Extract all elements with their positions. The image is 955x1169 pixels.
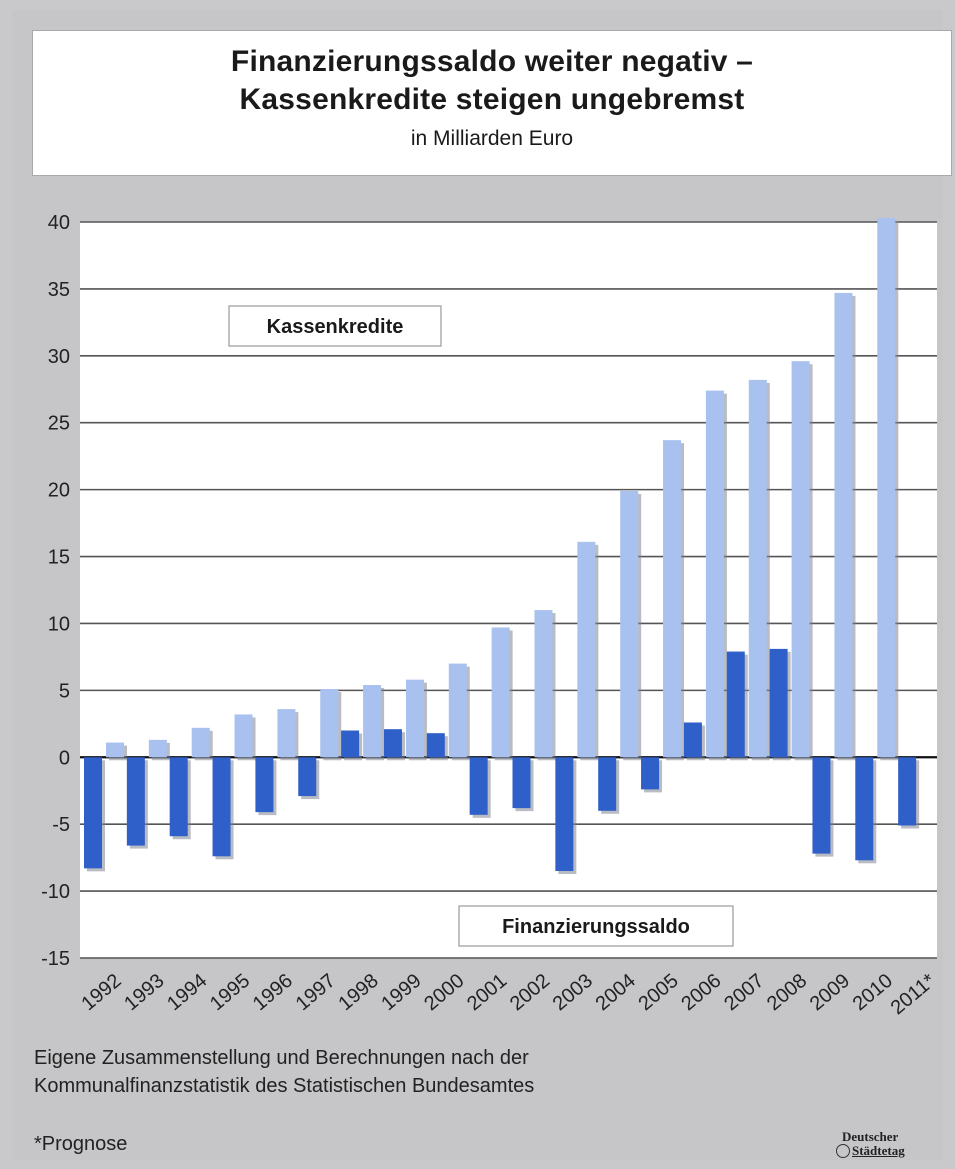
- y-tick-label: 5: [59, 680, 70, 702]
- x-tick-label: 1994: [163, 970, 211, 1015]
- x-tick-label: 2003: [549, 970, 597, 1015]
- y-tick-label: 40: [48, 212, 70, 234]
- bar-finanzierungssaldo: [298, 757, 317, 797]
- legend-box: [228, 305, 442, 347]
- bar-finanzierungssaldo: [126, 757, 145, 846]
- bar-kassenkredite: [620, 490, 639, 758]
- bar-finanzierungssaldo: [212, 757, 231, 857]
- source-note-line-2: Kommunalfinanzstatistik des Statistische…: [34, 1075, 535, 1097]
- bar-finanzierungssaldo: [341, 730, 360, 758]
- x-tick-label: 2010: [849, 970, 897, 1015]
- x-tick-label: 2000: [420, 970, 468, 1015]
- bar-kassenkredite: [106, 742, 124, 758]
- bar-kassenkredite: [491, 627, 510, 758]
- x-tick-label: 1993: [120, 970, 168, 1015]
- y-tick-label: 35: [48, 279, 70, 301]
- chart-title-line-1: Finanzierungssaldo weiter negativ –: [230, 45, 754, 78]
- y-tick-label: -15: [41, 948, 70, 970]
- legend-label: Finanzierungssaldo: [502, 916, 690, 938]
- footnote: *Prognose: [34, 1133, 128, 1155]
- bar-kassenkredite: [405, 679, 424, 758]
- x-tick-label: 1992: [77, 970, 125, 1015]
- bar-finanzierungssaldo: [683, 722, 702, 758]
- legend-label: Kassenkredite: [267, 316, 404, 338]
- bar-kassenkredite: [663, 440, 682, 758]
- x-tick-label: 2005: [634, 970, 682, 1015]
- bar-finanzierungssaldo: [512, 757, 531, 809]
- bar-finanzierungssaldo: [769, 648, 788, 758]
- x-tick-label: 1997: [292, 970, 340, 1015]
- bar-kassenkredite: [320, 689, 339, 758]
- bar-finanzierungssaldo: [726, 651, 745, 758]
- chart-subtitle: in Milliarden Euro: [410, 127, 574, 150]
- bar-kassenkredite: [363, 685, 382, 758]
- bar-kassenkredite: [234, 714, 253, 758]
- bar-finanzierungssaldo: [169, 757, 188, 837]
- x-tick-label: 2009: [806, 970, 854, 1015]
- title-box: Finanzierungssaldo weiter negativ – Kass…: [32, 30, 952, 176]
- bar-finanzierungssaldo: [555, 757, 574, 872]
- y-tick-label: 0: [59, 747, 70, 769]
- x-tick-label: 2011*: [887, 970, 940, 1020]
- x-tick-label: 2001: [463, 970, 511, 1015]
- bar-finanzierungssaldo: [898, 757, 917, 826]
- x-tick-label: 1998: [335, 970, 383, 1015]
- bar-kassenkredite: [191, 727, 210, 758]
- logo-line-2: Städtetag: [852, 1143, 905, 1158]
- bar-finanzierungssaldo: [84, 757, 102, 869]
- x-tick-label: 1995: [206, 970, 254, 1015]
- logo-line-1: Deutscher: [842, 1129, 899, 1144]
- bar-kassenkredite: [577, 541, 596, 758]
- x-tick-label: 2004: [592, 970, 640, 1015]
- bar-finanzierungssaldo: [426, 733, 445, 758]
- bar-finanzierungssaldo: [812, 757, 831, 854]
- legend-box: [458, 905, 734, 947]
- bar-kassenkredite: [877, 217, 896, 758]
- bar-finanzierungssaldo: [255, 757, 274, 813]
- bar-kassenkredite: [277, 709, 296, 758]
- x-tick-label: 1996: [249, 970, 297, 1015]
- bar-finanzierungssaldo: [641, 757, 660, 790]
- x-tick-label: 2002: [506, 970, 554, 1015]
- bar-finanzierungssaldo: [383, 729, 402, 758]
- bar-finanzierungssaldo: [469, 757, 488, 815]
- x-tick-label: 1999: [377, 970, 425, 1015]
- x-tick-label: 2006: [677, 970, 725, 1015]
- y-tick-label: 15: [48, 547, 70, 569]
- x-tick-label: 2007: [720, 970, 768, 1015]
- y-tick-label: 30: [48, 346, 70, 368]
- y-tick-label: -10: [41, 881, 70, 903]
- x-tick-label: 2008: [763, 970, 811, 1015]
- bar-kassenkredite: [834, 292, 853, 758]
- deutscher-staedtetag-logo: Deutscher Städtetag: [836, 1130, 946, 1162]
- y-tick-label: 10: [48, 613, 70, 635]
- bar-kassenkredite: [148, 739, 167, 758]
- bar-kassenkredite: [748, 379, 767, 758]
- bar-kassenkredite: [705, 390, 724, 758]
- y-tick-label: -5: [52, 814, 70, 836]
- source-note-line-1: Eigene Zusammenstellung und Berechnungen…: [34, 1047, 529, 1069]
- chart-title-line-2: Kassenkredite steigen ungebremst: [239, 83, 745, 116]
- seal-icon: [836, 1144, 850, 1158]
- bar-kassenkredite: [448, 663, 467, 758]
- bar-finanzierungssaldo: [598, 757, 617, 811]
- bar-finanzierungssaldo: [855, 757, 874, 861]
- y-tick-label: 25: [48, 413, 70, 435]
- bar-kassenkredite: [791, 361, 810, 758]
- y-tick-label: 20: [48, 480, 70, 502]
- bar-kassenkredite: [534, 610, 553, 758]
